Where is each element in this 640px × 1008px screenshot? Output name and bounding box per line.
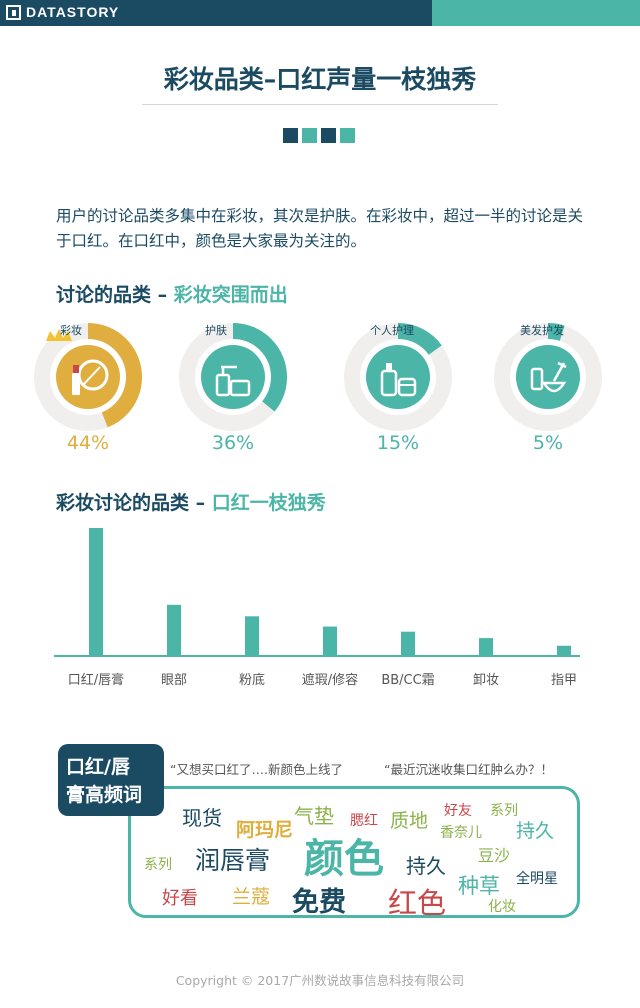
bar-category-label: 指甲 [551,673,577,688]
cloud-word: 系列 [490,803,518,819]
title-divider [142,104,498,105]
donut-category-label: 美发护发 [520,324,564,337]
page-title: 彩妆品类–口红声量一枝独秀 [163,65,477,94]
donut-4 [494,323,602,431]
quote-1: “又想买口红了….新颜色上线了 [170,762,343,777]
personal-care-icon [380,363,417,397]
donut-percent-label: 5% [532,432,564,454]
donut-percent-label: 44% [66,432,110,454]
cloud-word: 腮红 [350,813,378,829]
cloud-word: 豆沙 [478,846,511,865]
section-highlight: 彩妆突围而出 [173,284,288,306]
donut-percent-label: 36% [211,432,255,454]
donut-category-label: 护肤 [205,324,227,337]
cloud-word: 质地 [390,810,429,832]
cloud-word: 化妆 [488,899,516,915]
copyright: Copyright © 2017广州数说故事信息科技有限公司 [175,973,465,988]
section-highlight: 口红一枝独秀 [211,492,326,514]
cloud-word: 润唇膏 [195,846,271,875]
makeup-bar-chart: 口红/唇膏 眼部 粉底 遮瑕/修容 BB/CC霜 卸妆 指甲 [54,528,580,688]
top-bar-accent [432,0,640,26]
bar-category-label: BB/CC霜 [381,673,434,688]
quote-2: “最近沉迷收集口红肿么办？！ [384,762,553,777]
bar-category-label: 遮瑕/修容 [302,672,358,688]
section-dash: – [151,284,174,306]
section-heading-categories: 讨论的品类 – 彩妆突围而出 [56,280,288,307]
bar [89,528,103,656]
decor-square [321,128,336,143]
bar [323,626,337,656]
donut-category-label: 彩妆 [60,324,82,337]
donut-slice [179,323,287,431]
intro-paragraph: 用户的讨论品类多集中在彩妆，其次是护肤。在彩妆中，超过一半的讨论是关于口红。在口… [56,207,584,250]
decor-square [340,128,355,143]
donut-3 [344,323,452,431]
cloud-word: 好友 [444,803,472,819]
tag-line-2: 膏高频词 [66,784,143,806]
donut-slice [344,323,452,431]
skincare-bottles-icon [215,365,251,397]
donut-slice [34,323,142,431]
cloud-word: 种草 [458,874,500,898]
donut-category-label: 个人护理 [370,324,414,337]
bar-category-label: 卸妆 [473,672,499,688]
cloud-word: 好看 [162,888,198,909]
decor-square [302,128,317,143]
crown-icon [46,329,72,341]
cloud-word: 颜色 [304,836,384,882]
cloud-word: 气垫 [294,804,334,828]
bar [557,645,571,656]
section-dash: – [189,492,212,514]
donut-percent-label: 15% [376,432,420,454]
cloud-word: 香奈儿 [440,825,482,841]
bar [245,616,259,656]
cloud-word: 系列 [144,857,172,873]
bar-category-label: 眼部 [161,673,187,688]
logo-text: DATASTORY [26,4,120,20]
section-title: 彩妆讨论的品类 [56,492,190,514]
donut-center [201,345,265,409]
donut-center [366,345,430,409]
tag-line-1: 口红/唇 [66,756,130,778]
donut-2 [179,323,287,431]
section-title: 讨论的品类 [56,284,152,306]
section-heading-makeup: 彩妆讨论的品类 – 口红一枝独秀 [56,488,326,515]
donut-1 [34,323,142,431]
bar [401,631,415,656]
lipstick-compact-icon [72,359,109,395]
logo-icon [6,5,21,20]
cloud-word: 免费 [292,887,346,918]
bar [167,604,181,656]
donut-slice [494,323,602,431]
word-cloud-box [128,786,580,918]
donut-center [56,345,120,409]
cloud-word: 阿玛尼 [236,819,294,841]
cloud-word: 持久 [406,854,446,878]
word-cloud-tag: 口红/唇 膏高频词 [58,744,164,816]
bar-category-label: 口红/唇膏 [68,672,124,688]
hair-care-icon [530,361,567,393]
cloud-word: 现货 [182,806,222,830]
donut-center [516,345,580,409]
cloud-word: 全明星 [516,871,558,887]
bar [479,638,493,656]
cloud-word: 兰蔻 [232,886,271,908]
bar-category-label: 粉底 [239,672,265,688]
decor-square [283,128,298,143]
cloud-word: 持久 [516,820,555,842]
cloud-word: 红色 [388,886,447,920]
